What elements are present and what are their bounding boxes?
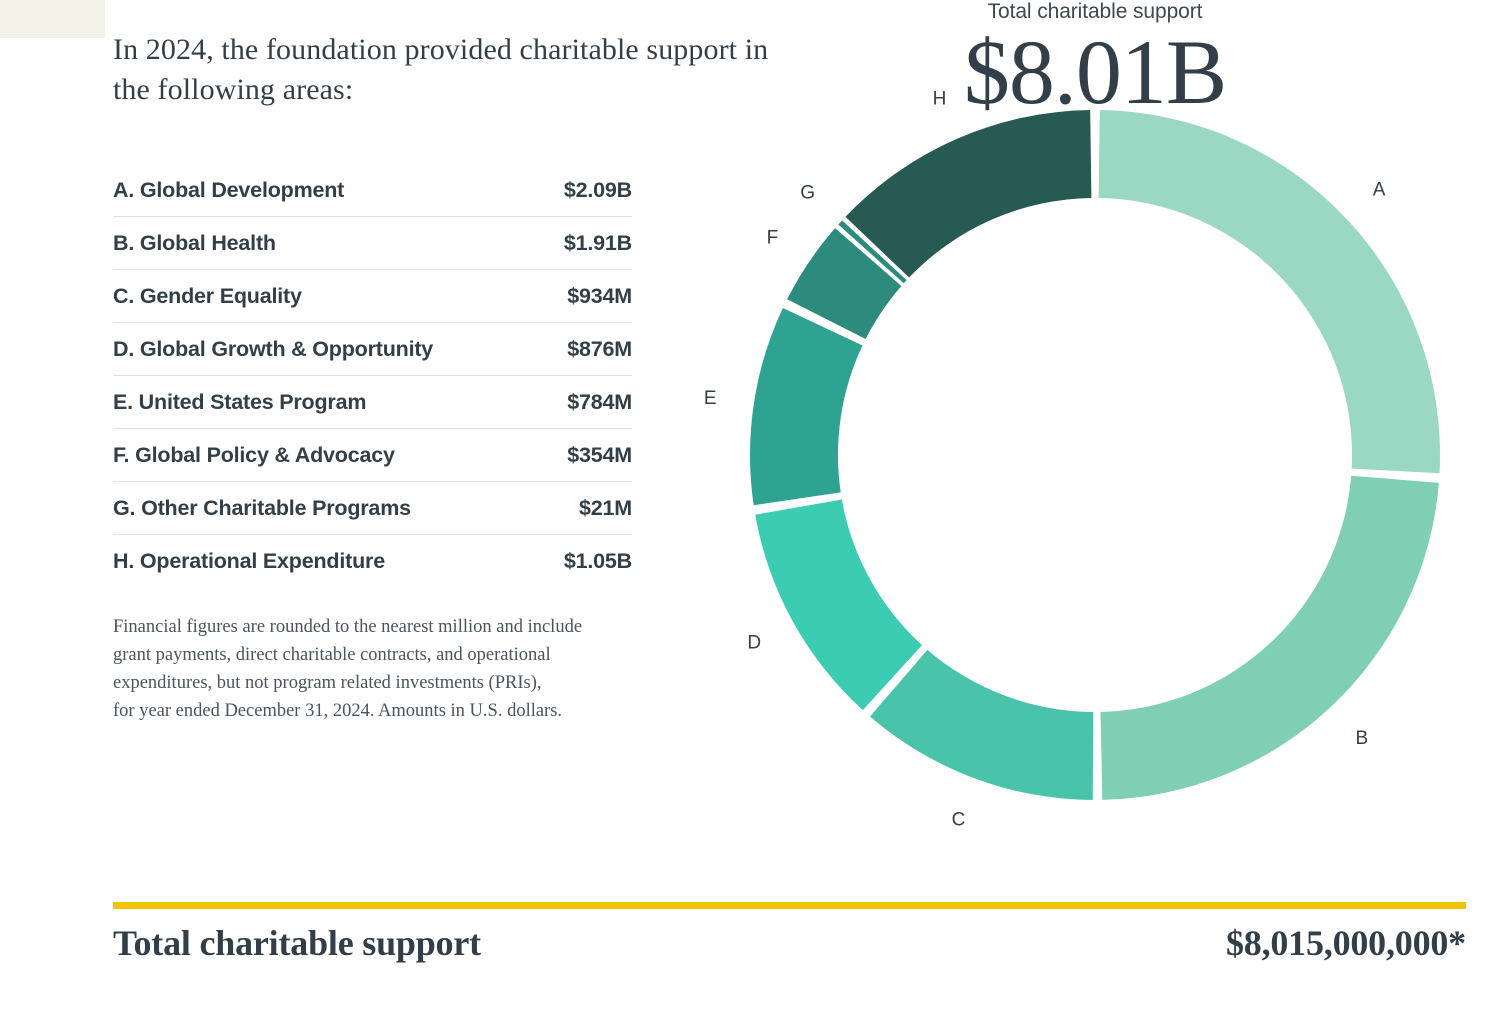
- row-label: A. Global Development: [113, 177, 345, 202]
- row-label: G. Other Charitable Programs: [113, 495, 411, 520]
- donut-slice-label-D: D: [747, 633, 761, 654]
- table-row: F. Global Policy & Advocacy $354M: [113, 427, 632, 481]
- row-label: D. Global Growth & Opportunity: [113, 336, 434, 361]
- row-value: $1.05B: [563, 548, 632, 573]
- row-label: E. United States Program: [113, 389, 367, 414]
- total-row: Total charitable support $8,015,000,000*: [113, 922, 1466, 964]
- row-label: B. Global Health: [113, 230, 276, 255]
- row-value: $876M: [567, 336, 632, 361]
- row-value: $1.91B: [563, 230, 632, 255]
- donut-slice-label-F: F: [767, 228, 779, 249]
- footnote-line: Financial figures are rounded to the nea…: [113, 616, 583, 637]
- table-row: B. Global Health $1.91B: [113, 215, 632, 269]
- donut-slice-G[interactable]: [838, 220, 907, 284]
- donut-slice-label-C: C: [952, 809, 966, 830]
- donut-slice-label-H: H: [933, 88, 947, 109]
- row-label: C. Gender Equality: [113, 283, 302, 308]
- donut-slice-label-E: E: [704, 388, 717, 409]
- row-value: $2.09B: [563, 177, 632, 202]
- corner-swatch: [0, 0, 105, 38]
- breakdown-panel: In 2024, the foundation provided charita…: [113, 30, 768, 725]
- donut-slice-label-B: B: [1355, 728, 1368, 749]
- table-row: E. United States Program $784M: [113, 374, 632, 428]
- total-label: Total charitable support: [113, 923, 481, 963]
- donut-slice-H[interactable]: [845, 110, 1092, 278]
- row-value: $354M: [567, 442, 632, 467]
- table-row: C. Gender Equality $934M: [113, 268, 632, 322]
- donut-slice-C[interactable]: [870, 649, 1094, 800]
- row-value: $21M: [579, 495, 632, 520]
- donut-slice-label-G: G: [800, 183, 815, 204]
- row-label: F. Global Policy & Advocacy: [113, 442, 395, 467]
- row-label: H. Operational Expenditure: [113, 548, 385, 573]
- footnote-line: expenditures, but not program related in…: [113, 673, 542, 693]
- donut-slice-F[interactable]: [787, 228, 902, 340]
- page-title: In 2024, the foundation provided charita…: [113, 33, 769, 106]
- table-row: A. Global Development $2.09B: [113, 172, 632, 216]
- donut-slice-D[interactable]: [755, 499, 923, 711]
- donut-slice-E[interactable]: [750, 307, 863, 506]
- donut-slice-label-A: A: [1373, 179, 1386, 200]
- row-value: $784M: [567, 389, 632, 414]
- footnote-line: for year ended December 31, 2024. Amount…: [113, 701, 563, 722]
- table-row: H. Operational Expenditure $1.05B: [113, 533, 632, 587]
- donut-svg: A B C D E F G H: [704, 88, 1440, 830]
- total-value: $8,015,000,000*: [1225, 923, 1466, 963]
- row-value: $934M: [567, 283, 632, 308]
- total-rule: [113, 902, 1466, 909]
- table-row: D. Global Growth & Opportunity $876M: [113, 321, 632, 375]
- breakdown-table: A. Global Development $2.09B B. Global H…: [113, 172, 632, 587]
- donut-slice-B[interactable]: [1100, 475, 1439, 800]
- donut-slice-A[interactable]: [1098, 110, 1440, 474]
- footnote-line: grant payments, direct charitable contra…: [113, 644, 551, 665]
- donut-center-title: Total charitable support: [987, 0, 1203, 24]
- total-bar: Total charitable support $8,015,000,000*: [113, 902, 1466, 964]
- table-row: G. Other Charitable Programs $21M: [113, 480, 632, 534]
- footnote: Financial figures are rounded to the nea…: [113, 613, 753, 725]
